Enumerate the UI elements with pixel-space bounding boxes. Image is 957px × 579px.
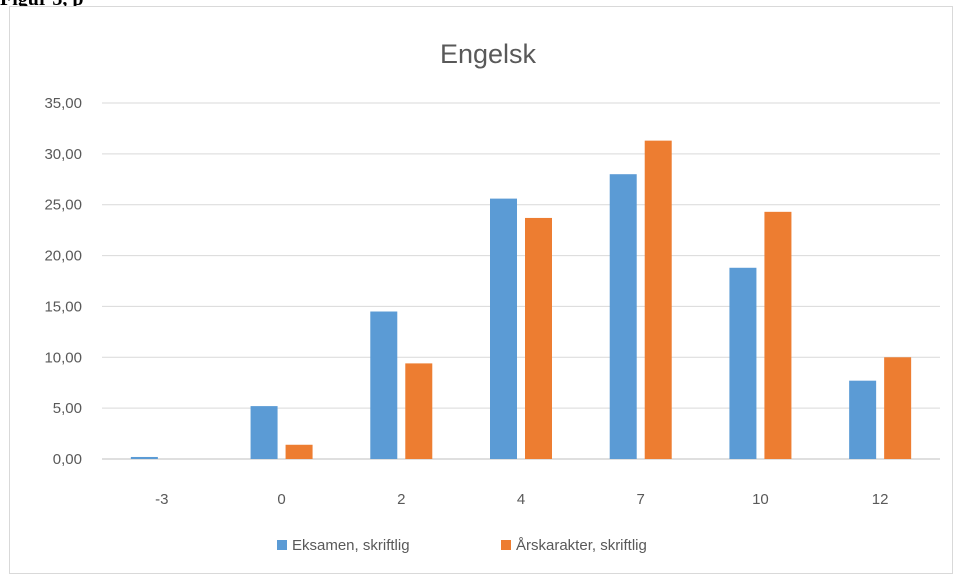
y-tick-label: 10,00 (44, 349, 82, 366)
y-tick-label: 30,00 (44, 146, 82, 163)
bar-arskarakter-4 (525, 217, 552, 459)
y-tick-label: 15,00 (44, 298, 82, 315)
y-tick-label: 0,00 (53, 451, 82, 468)
x-axis-ticks: -3 0 2 4 7 10 12 (155, 491, 888, 508)
x-tick-label: -3 (155, 491, 168, 508)
bar-eksamen--3 (130, 456, 158, 459)
y-tick-label: 5,00 (53, 400, 82, 417)
bar-eksamen-12 (849, 380, 877, 459)
bar-arskarakter-2 (405, 363, 433, 459)
bar-eksamen-4 (490, 198, 517, 459)
bar-arskarakter-10 (764, 211, 792, 459)
legend-swatch-eksamen (277, 540, 287, 550)
bars (130, 140, 912, 460)
y-tick-label: 20,00 (44, 248, 82, 265)
chart-title: Engelsk (440, 39, 537, 69)
legend: Eksamen, skriftlig Årskarakter, skriftli… (277, 537, 647, 554)
x-tick-label: 7 (637, 491, 645, 508)
legend-label-eksamen: Eksamen, skriftlig (292, 537, 410, 554)
bar-chart: Engelsk 0,00 5,00 10,00 15,00 20,00 25,00 30,0… (44, 39, 940, 554)
y-tick-label: 35,00 (44, 95, 82, 112)
bar-arskarakter-0 (285, 444, 313, 459)
x-tick-label: 10 (752, 491, 769, 508)
bar-eksamen-10 (729, 267, 757, 459)
bar-eksamen-2 (370, 311, 398, 459)
x-tick-label: 0 (277, 491, 285, 508)
chart-frame: Engelsk 0,00 5,00 10,00 15,00 20,00 25,00 30,0… (9, 6, 953, 574)
gridlines (102, 102, 940, 460)
legend-label-arskarakter: Årskarakter, skriftlig (516, 537, 647, 554)
x-tick-label: 12 (872, 491, 889, 508)
bar-arskarakter-7 (644, 140, 672, 460)
legend-swatch-arskarakter (501, 540, 511, 550)
y-axis-ticks: 0,00 5,00 10,00 15,00 20,00 25,00 30,00 35,00 (44, 95, 82, 468)
figure-caption-fragment: Figur 3, p (0, 0, 84, 11)
x-tick-label: 2 (397, 491, 405, 508)
x-tick-label: 4 (517, 491, 525, 508)
y-tick-label: 25,00 (44, 197, 82, 214)
bar-arskarakter-12 (884, 357, 912, 459)
bar-eksamen-0 (250, 406, 278, 459)
bar-eksamen-7 (609, 174, 637, 459)
